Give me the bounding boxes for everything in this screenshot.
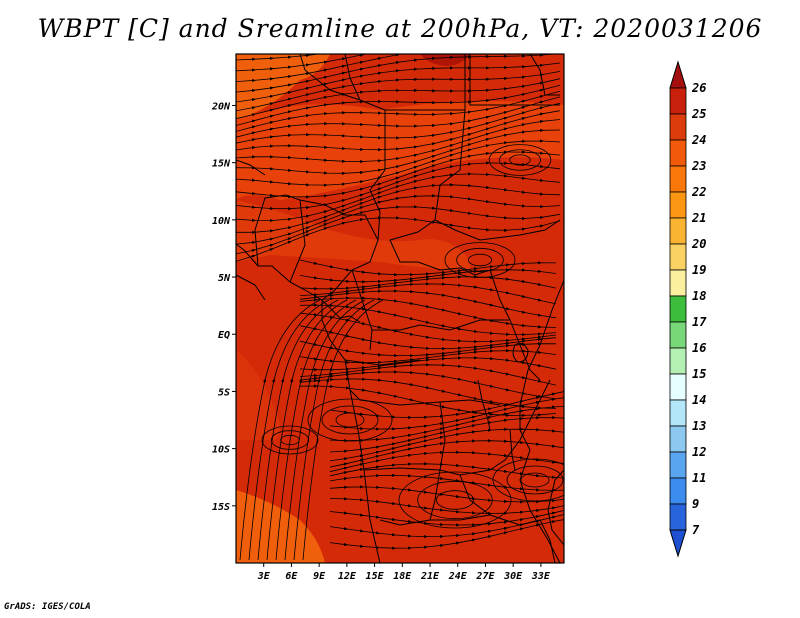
map-area xyxy=(236,54,564,563)
colorbar-segment xyxy=(669,373,687,401)
lon-tick-label: 18E xyxy=(393,571,412,582)
lon-tick-label: 27E xyxy=(475,571,495,582)
colorbar-label: 24 xyxy=(691,133,706,147)
colorbar-segment xyxy=(669,399,687,427)
streamline-eddy xyxy=(520,472,550,488)
streamline xyxy=(302,299,384,561)
colorbar-min-triangle xyxy=(669,529,687,558)
colorbar-label: 22 xyxy=(691,185,706,199)
colorbar-label: 7 xyxy=(692,523,700,537)
colorbar-label: 14 xyxy=(692,393,706,407)
colorbar-segment xyxy=(669,87,687,115)
map-frame xyxy=(235,53,565,564)
colorbar-label: 18 xyxy=(692,289,706,303)
streamline xyxy=(329,519,564,550)
streamline xyxy=(329,497,564,516)
streamline-eddy xyxy=(398,471,512,529)
streamline xyxy=(248,299,330,561)
colorbar-segment xyxy=(669,191,687,219)
colorbar-label: 19 xyxy=(692,263,706,277)
colorbar-label: 11 xyxy=(692,471,706,485)
colorbar-segment xyxy=(669,165,687,193)
streamline xyxy=(239,299,321,561)
streamline-eddy xyxy=(261,425,319,455)
streamline-eddy xyxy=(280,434,300,446)
streamline-eddy xyxy=(467,253,493,267)
lon-tick-label: 21E xyxy=(420,571,440,582)
streamline-eddy xyxy=(506,465,564,495)
streamline-eddy xyxy=(488,144,552,176)
colorbar: 26 25 24 23 22 21 20 19 18 17 16 15 14 13 12 11 9 7 xyxy=(669,60,707,558)
colorbar-label: 16 xyxy=(692,341,706,355)
colorbar-segment xyxy=(669,321,687,349)
colorbar-max-triangle xyxy=(669,60,687,89)
lon-tick-label: 33E xyxy=(531,571,551,582)
colorbar-label: 15 xyxy=(692,367,706,381)
lon-tick-label: 30E xyxy=(503,571,523,582)
streamline-eddy xyxy=(321,405,379,435)
lat-tick-label: EQ xyxy=(218,330,230,341)
streamline-eddy xyxy=(270,430,310,450)
streamline-eddy xyxy=(456,247,504,273)
lat-tick-label: 5N xyxy=(218,273,231,284)
field-band-west xyxy=(236,350,280,440)
colorbar-label: 12 xyxy=(692,445,706,459)
colorbar-label: 9 xyxy=(692,497,699,511)
colorbar-label: 25 xyxy=(691,107,706,121)
colorbar-segment xyxy=(669,217,687,245)
colorbar-segment xyxy=(669,425,687,453)
streamline-eddy xyxy=(335,412,365,428)
colorbar-segment xyxy=(669,451,687,479)
colorbar-segment xyxy=(669,139,687,167)
lon-tick-label: 24E xyxy=(448,571,468,582)
colorbar-label: 17 xyxy=(692,315,707,329)
colorbar-label: 23 xyxy=(691,159,706,173)
lon-tick-label: 15E xyxy=(366,571,385,582)
streamline-eddy xyxy=(509,154,531,166)
lat-tick-label: 10N xyxy=(212,216,231,227)
field-band-southwest xyxy=(236,490,325,563)
latitude-axis: 20N 15N 10N 5N EQ 5S 10S 15S xyxy=(211,101,236,513)
lat-tick-label: 10S xyxy=(212,445,230,456)
streamline xyxy=(236,216,561,262)
streamline-eddy xyxy=(499,149,541,171)
colorbar-segment xyxy=(669,503,687,531)
lat-tick-label: 20N xyxy=(211,101,231,112)
colorbar-label: 26 xyxy=(691,81,706,95)
streamline-eddy xyxy=(435,490,475,510)
streamline-eddy xyxy=(444,242,516,278)
lon-tick-label: 6E xyxy=(285,571,298,582)
colorbar-segment xyxy=(669,243,687,271)
lon-tick-label: 3E xyxy=(257,571,271,582)
colorbar-segment xyxy=(669,295,687,323)
colorbar-segment xyxy=(669,269,687,297)
lat-tick-label: 15S xyxy=(212,502,230,513)
streamline xyxy=(257,299,339,561)
colorbar-label: 13 xyxy=(692,419,706,433)
streamline xyxy=(293,299,375,561)
lat-tick-label: 5S xyxy=(218,387,230,398)
chart-title: WBPT [C] and Sreamline at 200hPa, VT: 20… xyxy=(37,14,763,43)
lat-tick-label: 15N xyxy=(212,159,231,170)
streamline xyxy=(284,299,366,561)
colorbar-segment xyxy=(669,113,687,141)
colorbar-segment xyxy=(669,477,687,505)
colorbar-segment xyxy=(669,347,687,375)
footer-credit: GrADS: IGES/COLA xyxy=(4,602,91,612)
colorbar-label: 20 xyxy=(691,237,706,251)
longitude-axis: 3E 6E 9E 12E 15E 18E 21E 24E 27E 30E 33E xyxy=(257,563,551,582)
streamline xyxy=(275,299,357,561)
streamline-eddy xyxy=(492,458,564,502)
streamline-eddy xyxy=(417,480,493,520)
streamlines xyxy=(236,54,564,561)
lon-tick-label: 12E xyxy=(338,571,357,582)
lon-tick-label: 9E xyxy=(313,571,326,582)
colorbar-label: 21 xyxy=(691,211,706,225)
country-borders xyxy=(236,54,564,563)
streamline-eddy xyxy=(307,398,393,442)
